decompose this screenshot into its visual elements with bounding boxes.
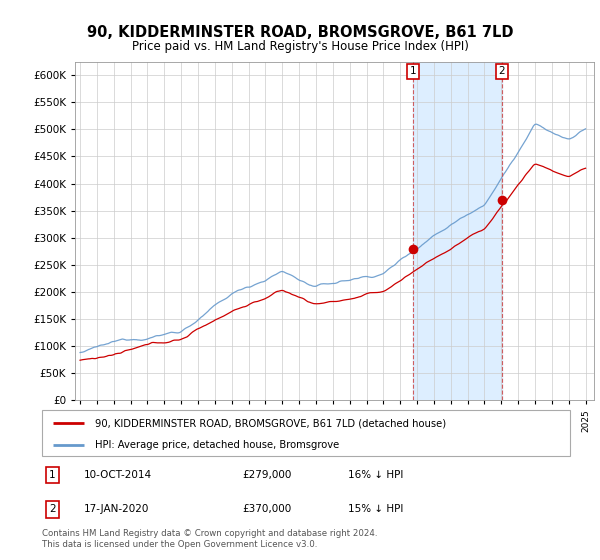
Text: 90, KIDDERMINSTER ROAD, BROMSGROVE, B61 7LD (detached house): 90, KIDDERMINSTER ROAD, BROMSGROVE, B61 …	[95, 418, 446, 428]
Text: £370,000: £370,000	[242, 505, 292, 515]
Text: HPI: Average price, detached house, Bromsgrove: HPI: Average price, detached house, Brom…	[95, 440, 339, 450]
Text: 1: 1	[49, 470, 56, 480]
Bar	[413, 62, 502, 400]
Text: 1: 1	[410, 66, 416, 76]
Text: 2: 2	[49, 505, 56, 515]
Text: £279,000: £279,000	[242, 470, 292, 480]
Text: 17-JAN-2020: 17-JAN-2020	[84, 505, 149, 515]
Text: 2: 2	[499, 66, 505, 76]
FancyBboxPatch shape	[42, 410, 570, 456]
Text: 90, KIDDERMINSTER ROAD, BROMSGROVE, B61 7LD: 90, KIDDERMINSTER ROAD, BROMSGROVE, B61 …	[87, 25, 513, 40]
Text: 10-OCT-2014: 10-OCT-2014	[84, 470, 152, 480]
Text: Price paid vs. HM Land Registry's House Price Index (HPI): Price paid vs. HM Land Registry's House …	[131, 40, 469, 53]
Text: Contains HM Land Registry data © Crown copyright and database right 2024.
This d: Contains HM Land Registry data © Crown c…	[42, 529, 377, 549]
Text: 16% ↓ HPI: 16% ↓ HPI	[348, 470, 404, 480]
Text: 15% ↓ HPI: 15% ↓ HPI	[348, 505, 404, 515]
